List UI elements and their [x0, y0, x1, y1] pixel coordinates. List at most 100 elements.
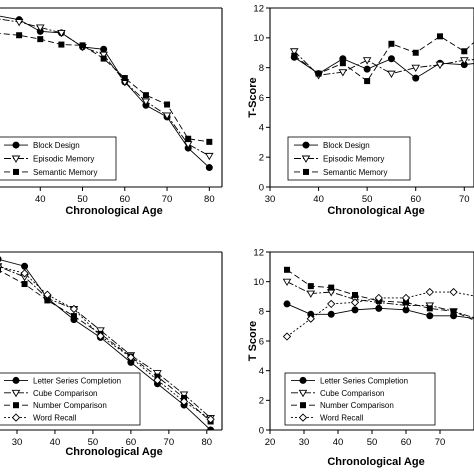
data-point	[290, 48, 299, 56]
data-point	[100, 55, 107, 62]
legend-label: Episodic Memory	[323, 155, 384, 164]
y-tick-label: 8	[259, 63, 264, 74]
series-line	[0, 270, 211, 422]
data-point	[461, 48, 468, 55]
data-point	[426, 312, 434, 320]
data-point	[283, 300, 291, 308]
chart-panel-top-left: 40 50 60 70 80 Chronological Age Block Design E…	[0, 7, 223, 217]
data-point	[403, 299, 409, 306]
series-line	[0, 266, 211, 420]
legend-label: Number Comparison	[320, 401, 394, 410]
data-point	[0, 266, 1, 273]
data-point	[282, 332, 292, 341]
legend-label: Letter Series Completion	[33, 376, 121, 385]
data-point	[21, 262, 29, 270]
y-tick-label: 2	[259, 396, 264, 407]
x-tick-label: 50	[77, 194, 88, 205]
data-point	[179, 391, 189, 399]
legend-marker	[300, 402, 306, 409]
data-point	[79, 42, 86, 49]
legend: Block Design Episodic Memory Semantic Memo…	[287, 136, 411, 181]
legend-label: Semantic Memory	[323, 168, 387, 177]
data-point	[16, 32, 23, 39]
x-tick-label: 40	[35, 194, 46, 205]
x-tick-label: 60	[401, 437, 412, 448]
x-tick-label: 70	[435, 437, 446, 448]
legend-label: Word Recall	[33, 414, 77, 423]
legend: Letter Series Completion Cube Comparison N…	[284, 372, 436, 426]
plot-area	[290, 33, 474, 85]
data-point	[206, 138, 213, 145]
legend-marker	[11, 155, 21, 163]
data-point	[306, 314, 315, 323]
chart-panel-bottom-right: 20 30 40 50 60 70 0 2 4 6 8 10 12 Chronological Age T …	[247, 247, 474, 468]
data-point	[339, 60, 346, 67]
data-point	[306, 290, 316, 298]
data-point	[185, 135, 192, 142]
data-point	[363, 65, 371, 73]
data-point	[338, 69, 348, 77]
x-tick-label: 40	[50, 437, 61, 448]
data-point	[352, 292, 358, 299]
x-axis-label: Chronological Age	[327, 456, 424, 468]
x-tick-label: 70	[459, 194, 470, 205]
legend-label: Cube Comparison	[33, 389, 97, 398]
legend-marker	[11, 413, 21, 422]
data-point	[206, 415, 215, 424]
y-tick-label: 8	[259, 307, 264, 318]
data-point	[35, 24, 45, 32]
data-point	[460, 57, 469, 65]
data-point	[126, 353, 136, 362]
x-tick-label: 60	[126, 437, 137, 448]
x-tick-label: 30	[299, 437, 310, 448]
x-tick-label: 40	[333, 437, 344, 448]
data-point	[96, 331, 105, 341]
x-tick-label: 70	[162, 194, 173, 205]
data-point	[374, 293, 383, 303]
data-point	[425, 287, 434, 297]
data-point	[449, 287, 458, 297]
data-point	[21, 281, 28, 288]
y-tick-label: 0	[259, 182, 264, 193]
legend-marker	[298, 389, 308, 398]
data-point	[57, 29, 66, 38]
x-axis-label: Chronological Age	[327, 205, 424, 217]
x-tick-label: 60	[120, 194, 131, 205]
legend-marker	[301, 155, 311, 163]
data-point	[437, 33, 443, 40]
data-point	[58, 41, 65, 48]
x-tick-label: 20	[265, 437, 276, 448]
data-point	[14, 19, 24, 27]
data-point	[43, 290, 52, 299]
data-point	[20, 269, 29, 278]
plot-area	[0, 256, 215, 430]
data-point	[327, 310, 335, 318]
legend-marker	[12, 376, 20, 384]
data-point	[100, 45, 108, 53]
legend-marker	[302, 141, 310, 149]
data-point	[141, 98, 151, 106]
data-point	[37, 36, 44, 43]
y-tick-label: 10	[253, 277, 264, 288]
legend: Letter Series Completion Cube Comparison N…	[0, 372, 141, 426]
x-tick-label: 40	[313, 194, 324, 205]
y-tick-label: 6	[259, 336, 264, 347]
y-tick-label: 12	[253, 3, 264, 14]
data-point	[327, 299, 336, 309]
data-point	[162, 112, 172, 120]
legend-label: Number Comparison	[33, 401, 107, 410]
data-point	[207, 426, 215, 430]
x-tick-label: 50	[362, 194, 373, 205]
legend-label: Word Recall	[320, 414, 364, 423]
data-point	[351, 306, 359, 314]
data-point	[96, 327, 105, 335]
x-tick-label: 80	[202, 437, 213, 448]
data-point	[153, 376, 162, 385]
series-line	[0, 266, 211, 419]
legend: Block Design Episodic Memory Semantic Memo…	[0, 136, 117, 181]
y-tick-label: 4	[259, 123, 264, 134]
chart-panel-bottom-left: 30 40 50 60 70 80 Chronological Age Letter Seri…	[0, 251, 223, 458]
data-point	[387, 70, 396, 79]
legend-label: Semantic Memory	[33, 168, 97, 177]
